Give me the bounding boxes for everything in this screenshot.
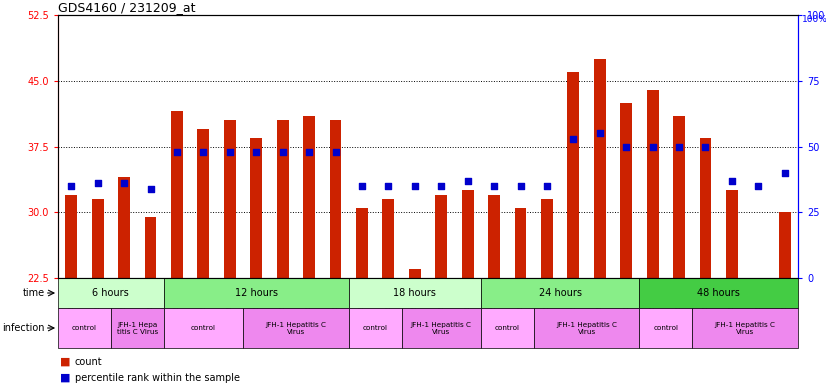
Point [593,130,606,136]
Bar [277,120,288,278]
Bar [673,116,685,278]
Point [64,183,78,189]
Bar [481,278,639,308]
Point [144,185,157,192]
Point [408,183,421,189]
Bar [92,199,103,278]
Bar [567,72,579,278]
Point [170,149,183,155]
Text: 48 hours: 48 hours [697,288,740,298]
Bar [481,308,534,348]
Bar [118,177,130,278]
Bar [349,308,401,348]
Text: JFH-1 Hepatitis C
Virus: JFH-1 Hepatitis C Virus [411,321,472,334]
Bar [462,190,473,278]
Text: control: control [653,325,678,331]
Point [487,183,501,189]
Point [725,178,738,184]
Bar [541,199,553,278]
Text: JFH-1 Hepatitis C
Virus: JFH-1 Hepatitis C Virus [556,321,617,334]
Text: control: control [363,325,387,331]
Point [540,183,553,189]
Bar [594,59,605,278]
Text: 18 hours: 18 hours [393,288,436,298]
Bar [692,308,798,348]
Text: GDS4160 / 231209_at: GDS4160 / 231209_at [58,1,196,14]
Point [382,183,395,189]
Bar [382,199,394,278]
Text: percentile rank within the sample: percentile rank within the sample [74,373,240,383]
Bar [700,138,711,278]
Bar [726,190,738,278]
Point [434,183,448,189]
Point [302,149,316,155]
Bar [164,308,243,348]
Bar [488,195,500,278]
Bar [58,278,164,308]
Bar [356,208,368,278]
Text: ■: ■ [59,373,70,383]
Point [567,136,580,142]
Point [699,144,712,150]
Text: control: control [495,325,520,331]
Bar [534,308,639,348]
Bar [250,138,262,278]
Text: JFH-1 Hepatitis C
Virus: JFH-1 Hepatitis C Virus [265,321,326,334]
Text: 24 hours: 24 hours [539,288,582,298]
Bar [647,89,658,278]
Point [646,144,659,150]
Bar [243,308,349,348]
Bar [111,308,164,348]
Bar [409,269,420,278]
Bar [58,308,111,348]
Point [514,183,527,189]
Bar [639,278,798,308]
Point [778,170,791,176]
Bar [349,278,481,308]
Text: JFH-1 Hepatitis C
Virus: JFH-1 Hepatitis C Virus [714,321,776,334]
Text: 12 hours: 12 hours [235,288,278,298]
Bar [197,129,209,278]
Text: time: time [22,288,45,298]
Text: control: control [191,325,216,331]
Point [223,149,236,155]
Bar [435,195,447,278]
Bar [330,120,341,278]
Text: JFH-1 Hepa
titis C Virus: JFH-1 Hepa titis C Virus [116,321,158,334]
Point [461,178,474,184]
Point [249,149,263,155]
Bar [620,103,632,278]
Bar [171,111,183,278]
Text: count: count [74,357,102,367]
Text: 100%: 100% [802,15,826,24]
Bar [515,208,526,278]
Point [197,149,210,155]
Text: control: control [72,325,97,331]
Point [355,183,368,189]
Bar [164,278,349,308]
Point [752,183,765,189]
Bar [65,195,77,278]
Point [91,180,104,186]
Text: 6 hours: 6 hours [93,288,129,298]
Bar [779,212,790,278]
Point [329,149,342,155]
Text: ■: ■ [59,357,70,367]
Bar [145,217,156,278]
Point [117,180,131,186]
Bar [224,120,235,278]
Bar [303,116,315,278]
Text: infection: infection [2,323,45,333]
Point [620,144,633,150]
Bar [639,308,692,348]
Point [276,149,289,155]
Bar [401,308,481,348]
Point [672,144,686,150]
